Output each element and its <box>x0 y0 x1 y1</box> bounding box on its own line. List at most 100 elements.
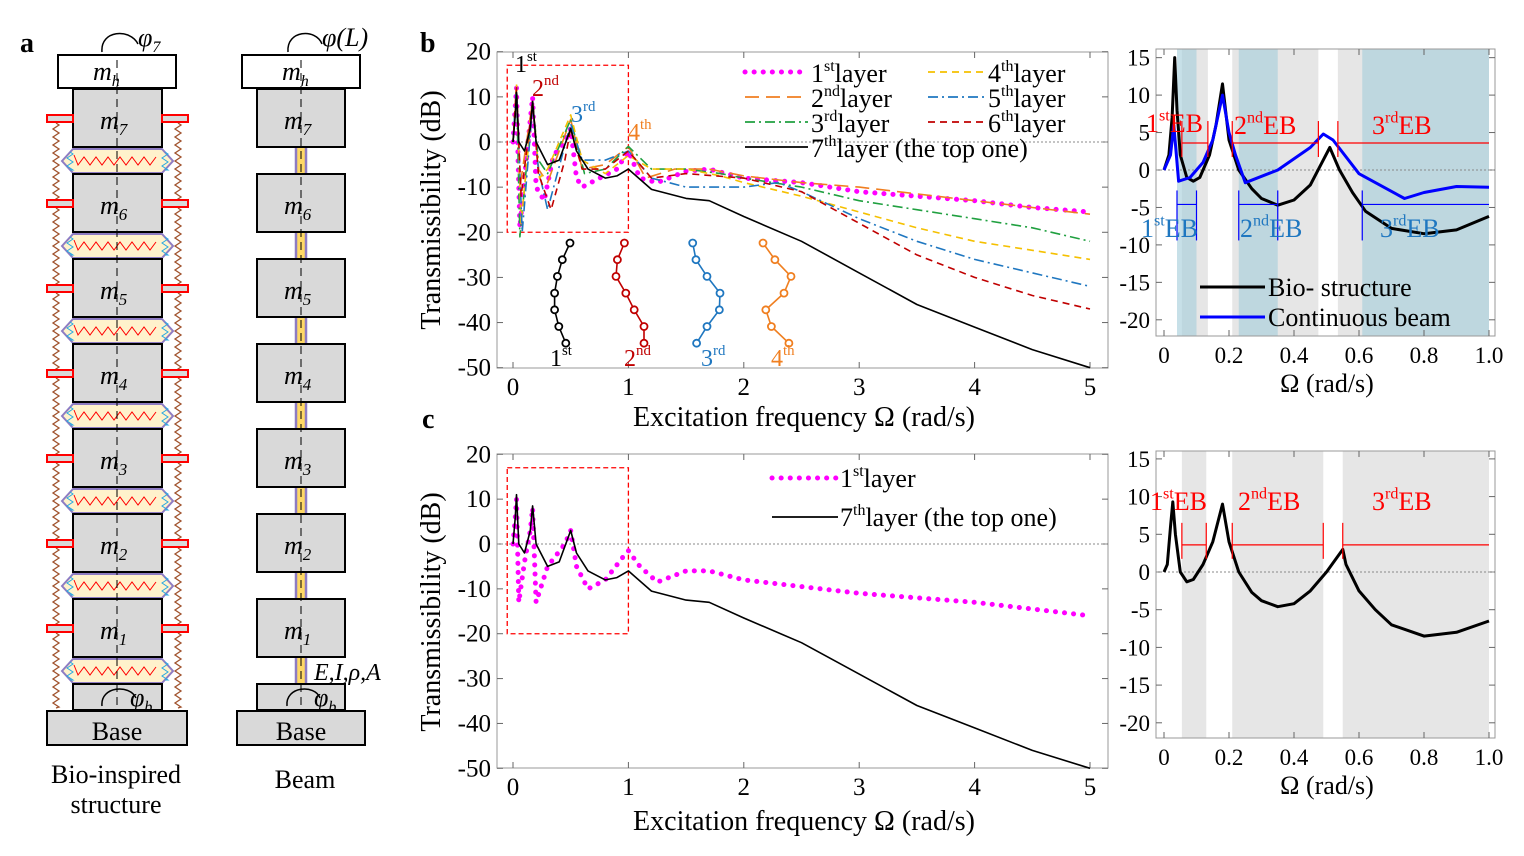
x-tick-label: 0 <box>507 374 520 401</box>
y-tick-label: -40 <box>458 310 491 337</box>
eb-label-beam-num: 1 <box>1141 214 1154 243</box>
damping-fiber <box>73 494 157 507</box>
outer-spring-right <box>173 292 183 372</box>
mode-shape-node <box>550 288 559 298</box>
mass-sub: 1 <box>303 630 312 649</box>
eb-label-bio-num: 2 <box>1234 111 1247 140</box>
mode-shape-node <box>715 288 725 298</box>
mode-shape-node <box>767 322 776 331</box>
legend-entry: 7thlayer (the top one) <box>811 133 1028 163</box>
inner-spring-right <box>161 406 170 426</box>
x-tick-label: 0.6 <box>1345 343 1374 368</box>
mass-sub: 4 <box>303 375 312 394</box>
y-tick-label: -10 <box>1119 233 1150 258</box>
outer-spring-left <box>51 377 61 457</box>
series-line <box>512 91 1091 369</box>
x-tick-label: 1.0 <box>1475 343 1504 368</box>
mass-sub: 3 <box>302 460 312 479</box>
mode-shape-label: 4th <box>771 343 795 372</box>
beam-mass-label: m1 <box>284 616 311 649</box>
x-tick-label: 1 <box>622 774 635 801</box>
mode-shape-node <box>639 322 649 331</box>
mode-shape-node <box>553 271 562 281</box>
mode-shape-node <box>557 255 567 265</box>
peak-label-num: 4 <box>628 120 640 146</box>
mode-shape-node <box>702 271 712 281</box>
inner-spring-right <box>161 151 170 171</box>
peak-label-num: 1 <box>515 52 527 78</box>
bio-mass-label: m7 <box>100 106 129 139</box>
y-tick-label: 20 <box>466 39 491 66</box>
mode-shape-label-sup: st <box>562 343 573 359</box>
mode-shape-node <box>611 271 621 281</box>
eb-label-beam-num: 3 <box>1380 214 1393 243</box>
outer-spring-right <box>173 207 183 287</box>
y-tick-label: 15 <box>1127 447 1150 472</box>
legend-text: layer <box>840 84 892 113</box>
inner-spring-left <box>66 491 75 511</box>
x-tick-label: 0.8 <box>1410 343 1439 368</box>
legend-sup: th <box>1001 83 1013 100</box>
mode-shape-node <box>692 338 701 348</box>
eb-label-beam: 1stEB <box>1141 212 1198 243</box>
tab-right <box>161 539 189 548</box>
legend-sup: st <box>853 463 864 480</box>
legend-num: 3 <box>811 109 824 138</box>
y-tick-label: -30 <box>458 666 491 693</box>
bio-mass-label: m2 <box>100 531 128 564</box>
legend-text: layer (the top one) <box>865 503 1056 532</box>
mass-sub: 5 <box>303 290 312 309</box>
mode-shape-node <box>761 305 771 315</box>
mode-shape-node <box>613 255 622 265</box>
mode-shape-node <box>639 338 649 348</box>
legend-entry: 7thlayer (the top one) <box>840 502 1057 532</box>
mass-sub: 2 <box>119 545 128 564</box>
x-axis-label: Ω (rad/s) <box>1280 369 1374 398</box>
eb-label-bio-num: 1 <box>1150 487 1163 516</box>
eb-label-beam-text: EB <box>1406 214 1439 243</box>
mode-shape-1: 1st <box>550 238 575 372</box>
bio-base <box>46 710 188 746</box>
beam-labels: mh φ(L) E,I,ρ,A φb Base Beam <box>275 23 382 794</box>
eb-label-bio-text: EB <box>1398 487 1431 516</box>
outer-spring-left <box>51 122 61 202</box>
legend-entry: 3rdlayer <box>811 108 890 138</box>
tab-right <box>161 199 189 208</box>
tab-right <box>161 284 189 293</box>
x-tick-label: 4 <box>968 774 981 801</box>
tab-right <box>161 624 189 633</box>
outer-spring-left <box>51 207 61 287</box>
y-tick-label: 10 <box>466 486 491 513</box>
x-tick-label: 0.4 <box>1280 343 1309 368</box>
eb-label-bio-sup: rd <box>1385 485 1398 502</box>
tab-right <box>161 114 189 123</box>
eb-label-bio: 1stEB <box>1146 107 1203 138</box>
panel-letter-a: a <box>20 28 34 59</box>
mode-shape-node <box>620 238 629 248</box>
eb-label-bio-text: EB <box>1170 109 1203 138</box>
inner-spring-left <box>66 661 75 681</box>
mode-shape-node <box>565 238 575 248</box>
mass-m: m <box>100 531 119 560</box>
bio-mass-label: m4 <box>100 361 128 394</box>
inner-spring-left <box>66 321 75 341</box>
outer-spring-right <box>173 632 183 709</box>
eb-label-bio: 1stEB <box>1150 485 1207 516</box>
x-tick-label: 0.8 <box>1410 745 1439 770</box>
legend-num: 6 <box>988 109 1001 138</box>
y-tick-label: 5 <box>1139 522 1151 547</box>
series-line <box>510 85 1093 231</box>
mass-sub: 6 <box>119 205 128 224</box>
eb-label-bio: 3rdEB <box>1372 109 1432 140</box>
inner-spring-right <box>161 491 170 511</box>
beam-properties-label: E,I,ρ,A <box>313 660 381 686</box>
rotation-arrow-icon <box>287 32 323 53</box>
mass-m: m <box>284 106 303 135</box>
outer-spring-left <box>51 632 61 709</box>
mass-sub: 6 <box>303 205 312 224</box>
mode-shape-node <box>554 322 564 331</box>
plot-frame <box>496 453 1109 769</box>
beam-base <box>236 710 366 746</box>
y-axis-label: Transmissibility (dB) <box>416 90 447 329</box>
